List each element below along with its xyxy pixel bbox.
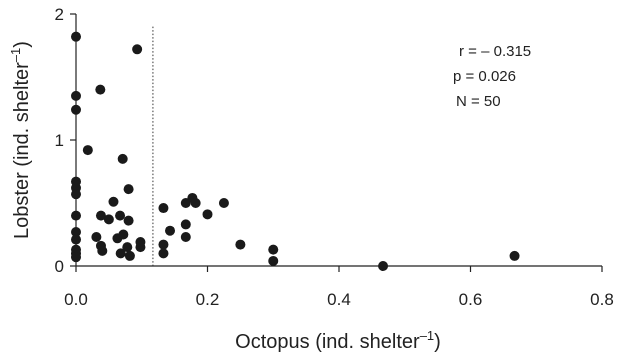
data-point: [218, 198, 229, 208]
data-point: [202, 209, 213, 220]
x-tick-label: 0.4: [327, 290, 351, 309]
tick-labels: 0.0 0.2 0.4 0.6 0.8 0 1 2: [55, 5, 614, 309]
data-point: [97, 245, 108, 256]
y-tick-label: 0: [55, 257, 64, 276]
data-point: [132, 44, 143, 55]
data-point: [158, 248, 169, 259]
data-point: [108, 196, 119, 207]
x-axis-label-sup: –1: [420, 328, 434, 343]
data-point: [122, 242, 133, 253]
y-axis-label-main: Lobster (ind. shelter: [11, 62, 33, 239]
data-point: [123, 215, 134, 226]
x-axis-label: Octopus (ind. shelter–1): [235, 328, 441, 353]
y-tick-label: 2: [55, 5, 64, 24]
data-point: [71, 104, 81, 115]
data-point: [71, 234, 81, 245]
y-axis-label-sup: –1: [8, 48, 23, 62]
data-point: [190, 198, 201, 208]
data-point: [71, 31, 81, 42]
data-point: [124, 250, 135, 261]
data-point: [158, 203, 169, 214]
y-tick-label: 1: [55, 131, 64, 150]
x-tick-label: 0.8: [590, 290, 614, 309]
data-point: [180, 232, 191, 243]
x-tick-label: 0.2: [196, 290, 220, 309]
data-point: [95, 84, 106, 95]
x-tick-label: 0.6: [459, 290, 483, 309]
data-point: [71, 189, 81, 200]
data-point: [115, 248, 126, 259]
data-point: [235, 239, 246, 250]
data-point: [71, 90, 81, 101]
x-tick-label: 0.0: [64, 290, 88, 309]
data-point: [71, 226, 81, 237]
data-point: [71, 210, 81, 221]
data-point: [71, 252, 81, 263]
data-point: [91, 232, 102, 243]
data-point: [268, 244, 279, 255]
data-point: [378, 261, 389, 271]
data-point: [123, 184, 134, 195]
data-point: [180, 219, 191, 230]
stats-r: r = – 0.315: [459, 43, 531, 60]
data-points: [71, 31, 520, 271]
data-point: [115, 210, 126, 221]
y-axis-label-end: ): [11, 41, 33, 48]
x-axis-label-main: Octopus (ind. shelter: [235, 331, 420, 353]
stats-n: N = 50: [456, 93, 501, 110]
data-point: [158, 239, 169, 250]
data-point: [509, 250, 520, 261]
data-point: [82, 145, 93, 156]
data-point: [95, 210, 106, 221]
data-point: [165, 225, 176, 236]
data-point: [118, 229, 129, 240]
x-axis-label-end: ): [434, 331, 441, 353]
axes: [70, 13, 603, 272]
data-point: [117, 153, 128, 164]
y-axis-label: Lobster (ind. shelter–1): [8, 41, 33, 239]
stats-p: p = 0.026: [453, 68, 516, 85]
data-point: [268, 255, 279, 266]
data-point: [135, 237, 146, 248]
data-point: [103, 214, 114, 225]
